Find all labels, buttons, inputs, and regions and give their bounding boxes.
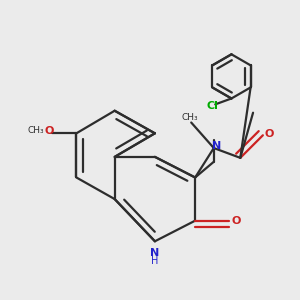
Text: O: O	[44, 126, 54, 136]
Text: N: N	[212, 141, 221, 151]
Text: N: N	[150, 248, 160, 258]
Text: CH₃: CH₃	[182, 113, 198, 122]
Text: CH₃: CH₃	[27, 127, 44, 136]
Text: Cl: Cl	[207, 101, 219, 111]
Text: O: O	[265, 129, 274, 139]
Text: O: O	[231, 216, 241, 226]
Text: H: H	[151, 256, 159, 266]
